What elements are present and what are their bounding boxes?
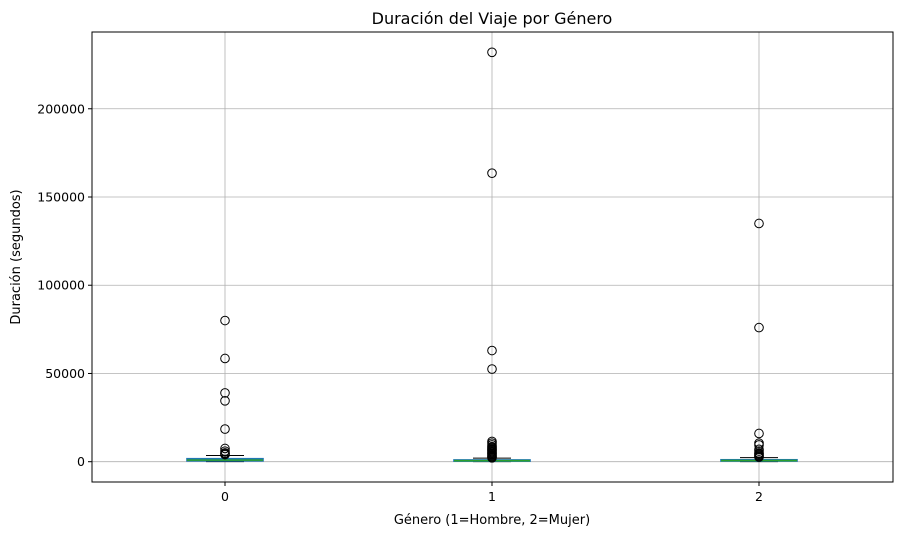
box-group-2 xyxy=(720,218,798,463)
y-axis-label: Duración (segundos) xyxy=(9,189,24,324)
x-axis-label: Género (1=Hombre, 2=Mujer) xyxy=(394,513,590,528)
box-group-0 xyxy=(186,315,264,463)
outlier-point xyxy=(220,388,230,398)
axes: 0 50000 100000 150000 200000 0 1 2 xyxy=(37,101,763,504)
outlier-point xyxy=(754,218,764,229)
boxes xyxy=(186,47,798,463)
y-tick-label: 50000 xyxy=(45,366,85,381)
outlier-point xyxy=(220,315,230,326)
x-tick-label: 2 xyxy=(755,489,763,504)
outlier-point xyxy=(487,47,497,58)
outlier-point xyxy=(754,428,764,439)
outlier-point xyxy=(487,453,497,463)
outlier-point xyxy=(220,443,230,454)
x-tick-label: 0 xyxy=(221,489,229,504)
grid-lines xyxy=(92,32,893,482)
outlier-point xyxy=(220,424,230,434)
y-tick-label: 0 xyxy=(77,454,85,469)
plot-frame xyxy=(91,31,894,483)
outlier-point xyxy=(220,396,230,406)
outlier-point xyxy=(220,449,230,460)
outlier-point xyxy=(754,322,764,333)
box-group-1 xyxy=(453,47,531,463)
y-tick-label: 200000 xyxy=(37,101,85,116)
y-tick-label: 150000 xyxy=(37,190,85,205)
chart-title: Duración del Viaje por Género xyxy=(372,9,613,28)
outlier-point xyxy=(220,353,230,364)
y-tick-label: 100000 xyxy=(37,278,85,293)
outlier-point xyxy=(487,345,497,356)
outlier-point xyxy=(487,168,497,178)
x-tick-label: 1 xyxy=(488,489,496,504)
outlier-point xyxy=(487,364,497,374)
outlier-point xyxy=(754,452,764,462)
